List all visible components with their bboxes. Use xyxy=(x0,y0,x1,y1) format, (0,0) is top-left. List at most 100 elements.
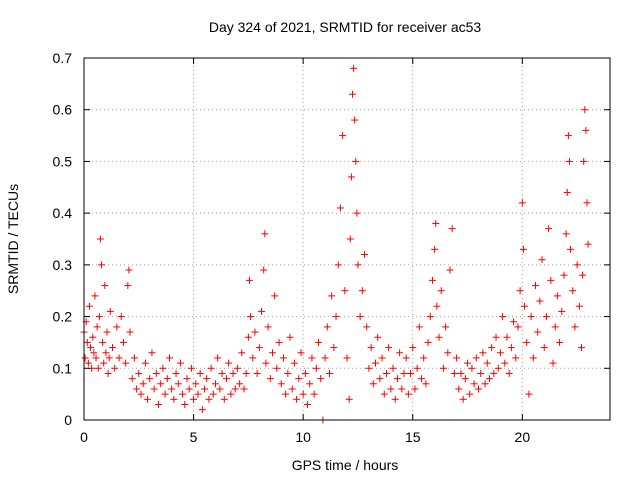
data-point xyxy=(119,338,127,346)
data-point xyxy=(424,338,432,346)
data-point xyxy=(222,375,230,383)
data-point xyxy=(529,354,537,362)
data-point xyxy=(521,302,529,310)
data-point xyxy=(247,313,255,321)
x-tick-label: 5 xyxy=(190,429,198,445)
data-point xyxy=(560,271,568,279)
data-point xyxy=(308,354,316,362)
data-point xyxy=(356,313,364,321)
data-point xyxy=(536,297,544,305)
data-point xyxy=(231,385,239,393)
data-point xyxy=(266,375,274,383)
data-point xyxy=(104,369,112,377)
data-point xyxy=(413,364,421,372)
data-point xyxy=(205,395,213,403)
data-point xyxy=(310,390,318,398)
data-point xyxy=(108,344,116,352)
x-tick-label: 15 xyxy=(405,429,421,445)
grid xyxy=(84,58,610,420)
data-point xyxy=(527,313,535,321)
data-point xyxy=(475,385,482,393)
data-point xyxy=(519,245,527,253)
y-tick-label: 0 xyxy=(64,412,72,428)
data-point xyxy=(453,354,461,362)
data-point xyxy=(549,359,557,367)
data-point xyxy=(380,390,388,398)
data-point xyxy=(571,323,579,331)
data-point xyxy=(488,344,496,352)
data-point xyxy=(580,157,588,165)
data-point xyxy=(518,199,526,207)
data-point xyxy=(165,354,173,362)
data-point xyxy=(567,245,575,253)
data-point xyxy=(174,380,182,388)
data-point xyxy=(494,364,502,372)
data-point xyxy=(415,323,423,331)
data-point xyxy=(242,369,250,377)
data-point xyxy=(411,385,419,393)
data-point xyxy=(150,385,158,393)
data-point xyxy=(214,354,222,362)
data-point xyxy=(350,64,358,72)
data-point xyxy=(203,375,211,383)
data-point xyxy=(304,400,312,408)
data-point xyxy=(279,354,287,362)
data-point xyxy=(128,375,136,383)
data-point xyxy=(130,354,138,362)
data-point xyxy=(531,282,539,290)
data-point xyxy=(179,390,187,398)
x-tick-label: 0 xyxy=(80,429,88,445)
data-point xyxy=(94,364,102,372)
data-point xyxy=(393,375,401,383)
x-tick-label: 10 xyxy=(295,429,311,445)
data-point xyxy=(113,323,121,331)
data-point xyxy=(328,292,336,300)
data-point xyxy=(321,354,329,362)
data-point xyxy=(251,328,259,336)
data-point xyxy=(442,323,450,331)
data-point xyxy=(581,106,589,114)
data-point xyxy=(468,364,476,372)
data-point xyxy=(396,349,404,357)
data-point xyxy=(159,364,167,372)
data-point xyxy=(391,395,399,403)
data-point xyxy=(426,313,434,321)
data-point xyxy=(334,261,342,269)
data-point xyxy=(422,380,430,388)
data-point xyxy=(450,369,458,377)
data-point xyxy=(387,385,395,393)
data-point xyxy=(404,390,412,398)
data-point xyxy=(268,349,276,357)
data-point xyxy=(90,349,98,357)
data-point xyxy=(446,266,454,274)
data-point xyxy=(437,287,445,295)
data-point xyxy=(133,385,141,393)
data-point xyxy=(477,369,485,377)
data-point xyxy=(507,344,515,352)
data-point xyxy=(382,369,390,377)
data-point xyxy=(163,375,171,383)
data-point xyxy=(288,385,296,393)
data-point xyxy=(141,359,149,367)
x-axis-label: GPS time / hours xyxy=(292,457,399,473)
data-point xyxy=(361,251,369,259)
data-point xyxy=(277,380,285,388)
data-point xyxy=(348,90,356,98)
data-point xyxy=(371,359,379,367)
data-point xyxy=(225,359,233,367)
data-point xyxy=(389,364,397,372)
data-point xyxy=(432,219,440,227)
data-point xyxy=(563,188,571,196)
data-point xyxy=(144,395,152,403)
y-tick-label: 0.1 xyxy=(53,360,73,376)
data-point xyxy=(87,344,95,352)
data-point xyxy=(398,385,406,393)
data-point xyxy=(201,385,209,393)
data-point xyxy=(346,235,354,243)
data-point xyxy=(583,199,591,207)
data-point xyxy=(354,261,362,269)
data-point xyxy=(135,369,143,377)
y-tick-label: 0.6 xyxy=(53,102,73,118)
data-point xyxy=(323,323,331,331)
data-point xyxy=(99,338,107,346)
